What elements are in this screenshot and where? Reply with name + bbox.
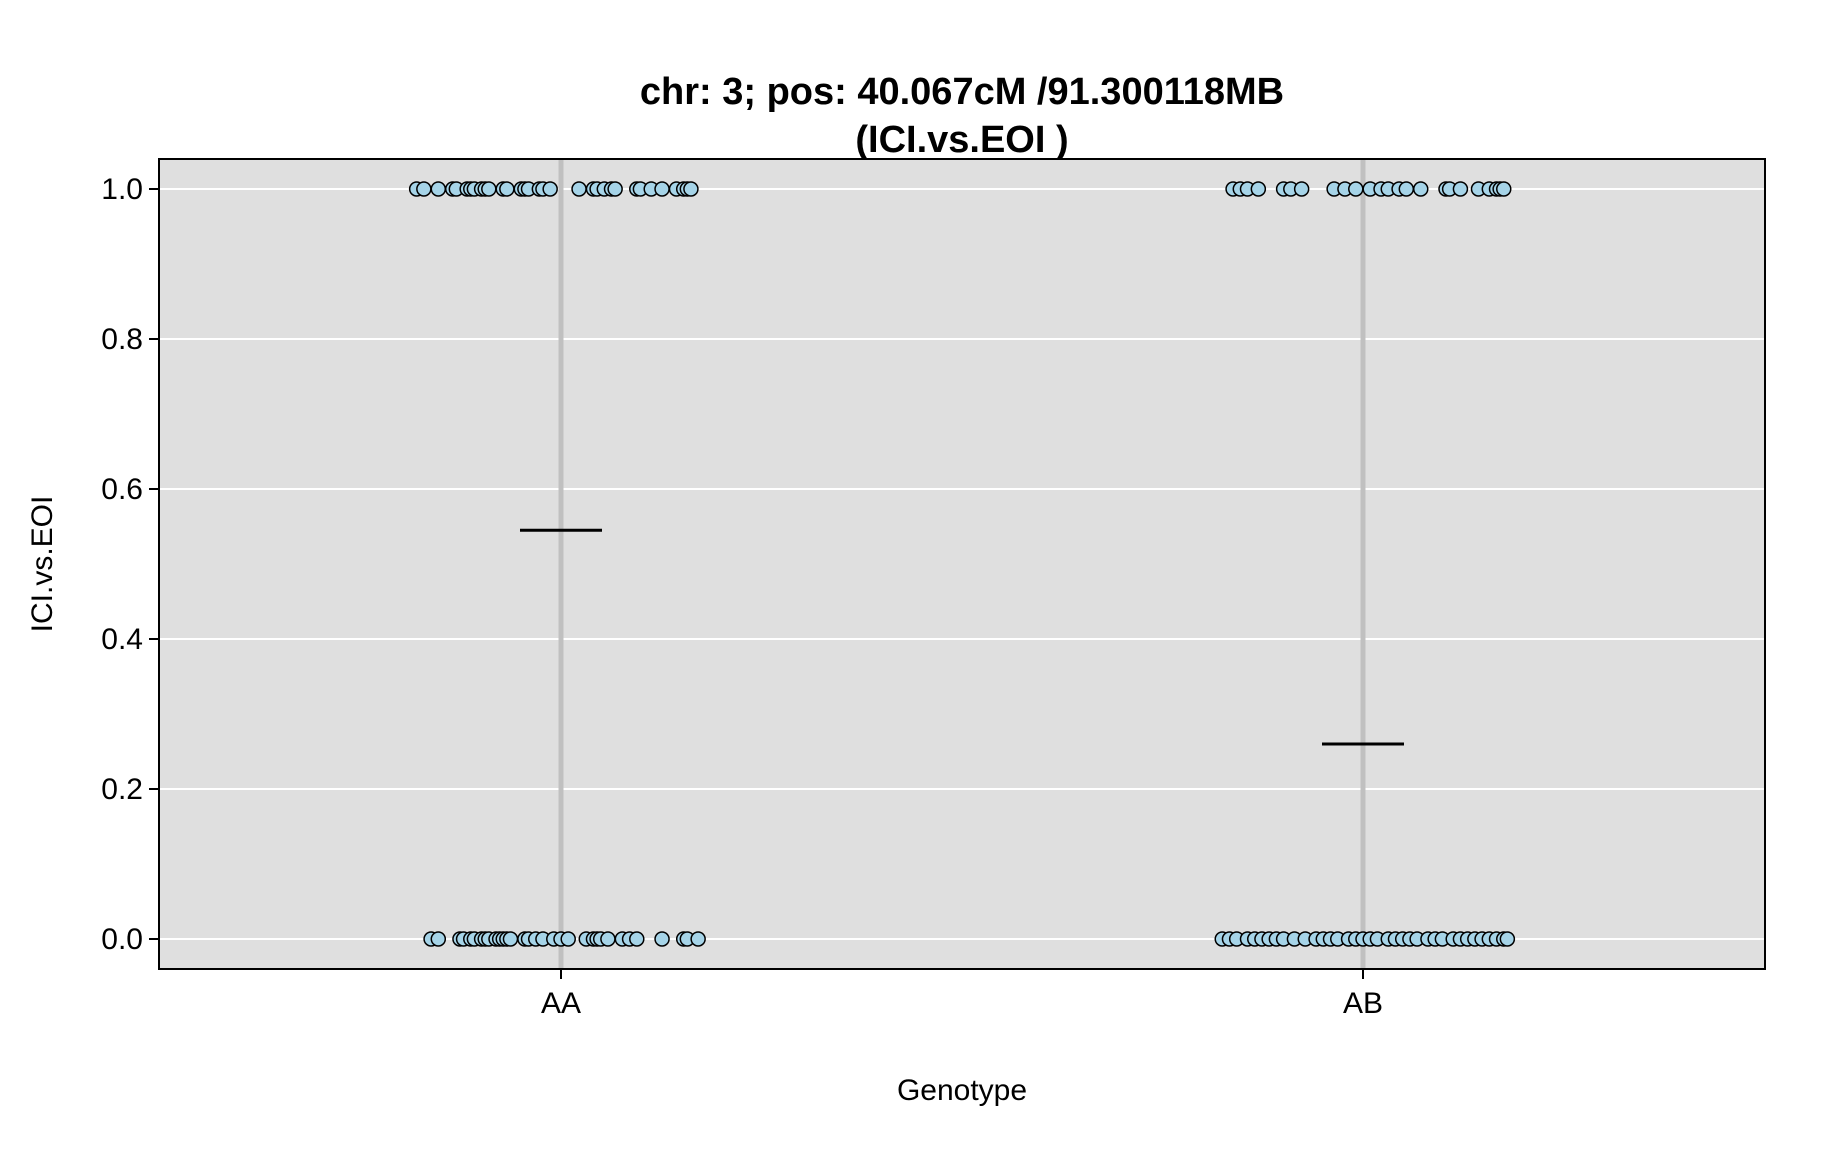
plot-panel	[159, 159, 1765, 969]
y-tick-label: 0.2	[101, 773, 143, 806]
y-tick-label: 1.0	[101, 173, 143, 206]
x-axis-label: Genotype	[897, 1074, 1027, 1107]
data-point	[1293, 181, 1310, 197]
data-point	[654, 931, 670, 947]
data-point	[1496, 181, 1512, 197]
data-point	[542, 181, 558, 197]
data-point	[1452, 181, 1469, 197]
data-point	[607, 181, 623, 197]
y-tick-label: 0.6	[101, 473, 143, 506]
y-tick-label: 0.0	[101, 923, 143, 956]
data-point	[654, 181, 670, 197]
mean-lines	[520, 528, 1404, 746]
data-point	[1348, 181, 1364, 197]
plot-border	[158, 158, 1766, 970]
x-axis-ticks: AA AB	[541, 969, 1383, 1020]
data-point	[560, 931, 576, 947]
data-point	[430, 181, 447, 197]
data-point	[683, 181, 699, 197]
category-lines	[558, 159, 1366, 969]
data-point	[1412, 181, 1429, 197]
data-point	[1250, 181, 1267, 197]
data-point	[571, 181, 587, 197]
data-point	[416, 181, 432, 197]
data-point	[499, 181, 515, 197]
data-point	[690, 931, 706, 947]
data-point	[481, 181, 497, 197]
data-points	[408, 181, 1516, 947]
data-point	[502, 931, 519, 947]
data-point	[1499, 931, 1516, 947]
y-tick-label: 0.8	[101, 323, 143, 356]
y-axis-label: ICI.vs.EOI	[26, 496, 59, 633]
data-point	[600, 931, 616, 947]
y-tick-label: 0.4	[101, 623, 143, 656]
data-point	[1398, 181, 1415, 197]
chart-title-line2: (ICI.vs.EOI )	[855, 119, 1068, 161]
data-point	[629, 931, 645, 947]
chart-title-line1: chr: 3; pos: 40.067cM /91.300118MB	[640, 71, 1284, 113]
data-point	[430, 931, 447, 947]
y-axis-ticks: 0.0 0.2 0.4 0.6 0.8 1.0	[101, 173, 159, 956]
x-tick-label: AB	[1343, 987, 1383, 1020]
x-tick-label: AA	[541, 987, 581, 1020]
